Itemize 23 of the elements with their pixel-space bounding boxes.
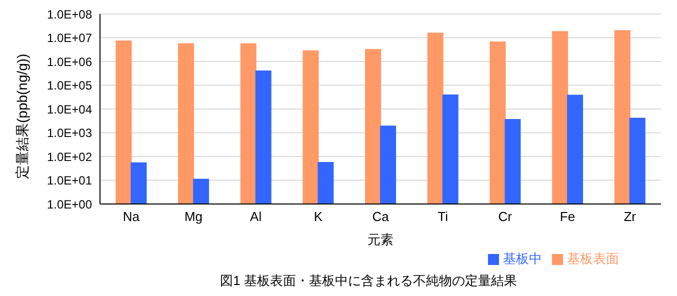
legend-label: 基板中 (503, 251, 542, 266)
x-tick-label: Mg (184, 209, 203, 224)
text: 図1 基板表面・基板中に含まれる不純物の定量結果 (219, 272, 518, 290)
y-tick-label: 1.0E+07 (46, 31, 92, 46)
x-tick-label: Ca (372, 209, 390, 224)
y-tick-label: 1.0E+03 (46, 126, 92, 140)
x-tick-label: Al (250, 209, 262, 224)
y-axis-title: 定量結果(ppb(ng/g)) (14, 54, 30, 179)
y-tick-label: 1.0E+02 (46, 150, 92, 164)
y-tick-label: 1.0E+05 (46, 78, 92, 93)
x-tick-label: Zr (624, 209, 637, 224)
x-tick-label: K (314, 209, 323, 224)
y-tick-label: 1.0E+04 (46, 102, 92, 116)
x-axis-title: 元素 (368, 232, 394, 247)
x-tick-label: Cr (498, 209, 513, 224)
y-tick-label: 1.0E+08 (46, 7, 92, 22)
x-tick-label: Na (122, 209, 140, 224)
legend-label: 基板表面 (567, 251, 619, 266)
y-tick-label: 1.0E+01 (46, 174, 92, 188)
y-tick-label: 1.0E+00 (46, 197, 92, 212)
y-tick-label: 1.0E+06 (46, 54, 92, 69)
x-tick-label: Ti (438, 209, 448, 224)
x-tick-label: Fe (560, 209, 576, 224)
